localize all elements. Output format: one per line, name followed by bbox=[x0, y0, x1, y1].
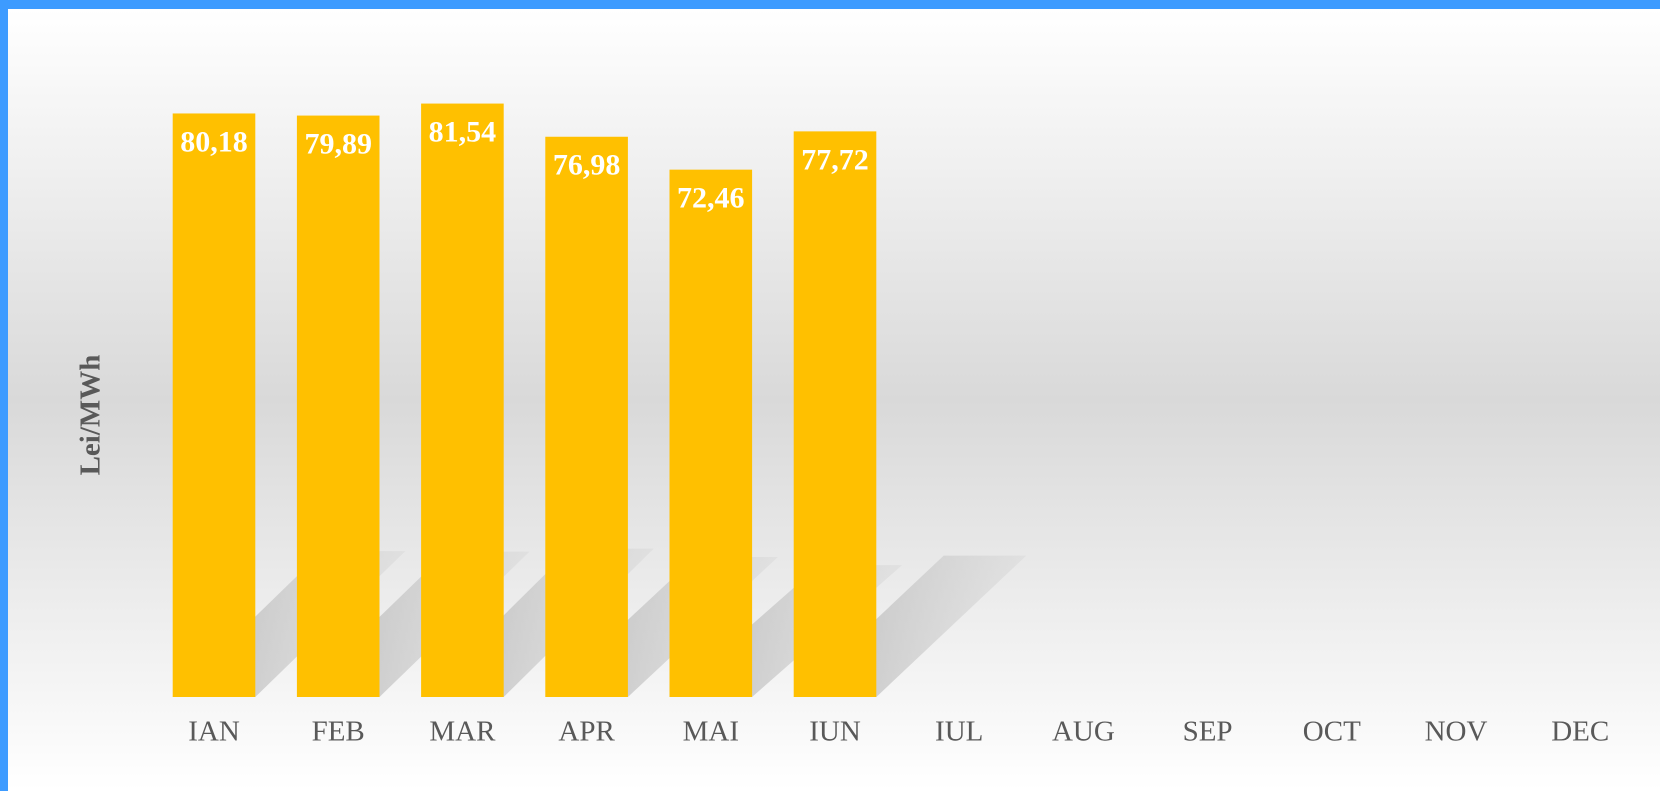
x-tick-label: NOV bbox=[1425, 716, 1488, 748]
y-axis-label: Lei/MWh bbox=[75, 355, 107, 476]
value-label: 76,98 bbox=[553, 149, 621, 182]
value-label: 79,89 bbox=[304, 127, 372, 160]
bar bbox=[545, 136, 628, 698]
x-tick-label: MAR bbox=[429, 716, 496, 748]
bar bbox=[421, 103, 504, 697]
bar bbox=[172, 113, 256, 698]
x-tick-label: MAI bbox=[683, 716, 739, 748]
value-label: 81,54 bbox=[429, 115, 497, 148]
bar bbox=[793, 131, 877, 698]
x-tick-label: IUL bbox=[935, 716, 983, 748]
x-tick-label: SEP bbox=[1183, 716, 1233, 748]
value-label: 77,72 bbox=[801, 143, 869, 176]
value-label: 72,46 bbox=[677, 182, 745, 215]
x-tick-label: IAN bbox=[188, 716, 240, 748]
x-tick-label: IUN bbox=[809, 716, 861, 748]
x-tick-label: APR bbox=[558, 716, 615, 748]
x-tick-label: FEB bbox=[312, 716, 365, 748]
value-label: 80,18 bbox=[180, 125, 248, 158]
x-tick-label: DEC bbox=[1551, 716, 1609, 748]
bar bbox=[296, 115, 380, 698]
x-tick-label: OCT bbox=[1303, 716, 1361, 748]
bar bbox=[669, 169, 753, 697]
x-tick-label: AUG bbox=[1052, 716, 1115, 748]
